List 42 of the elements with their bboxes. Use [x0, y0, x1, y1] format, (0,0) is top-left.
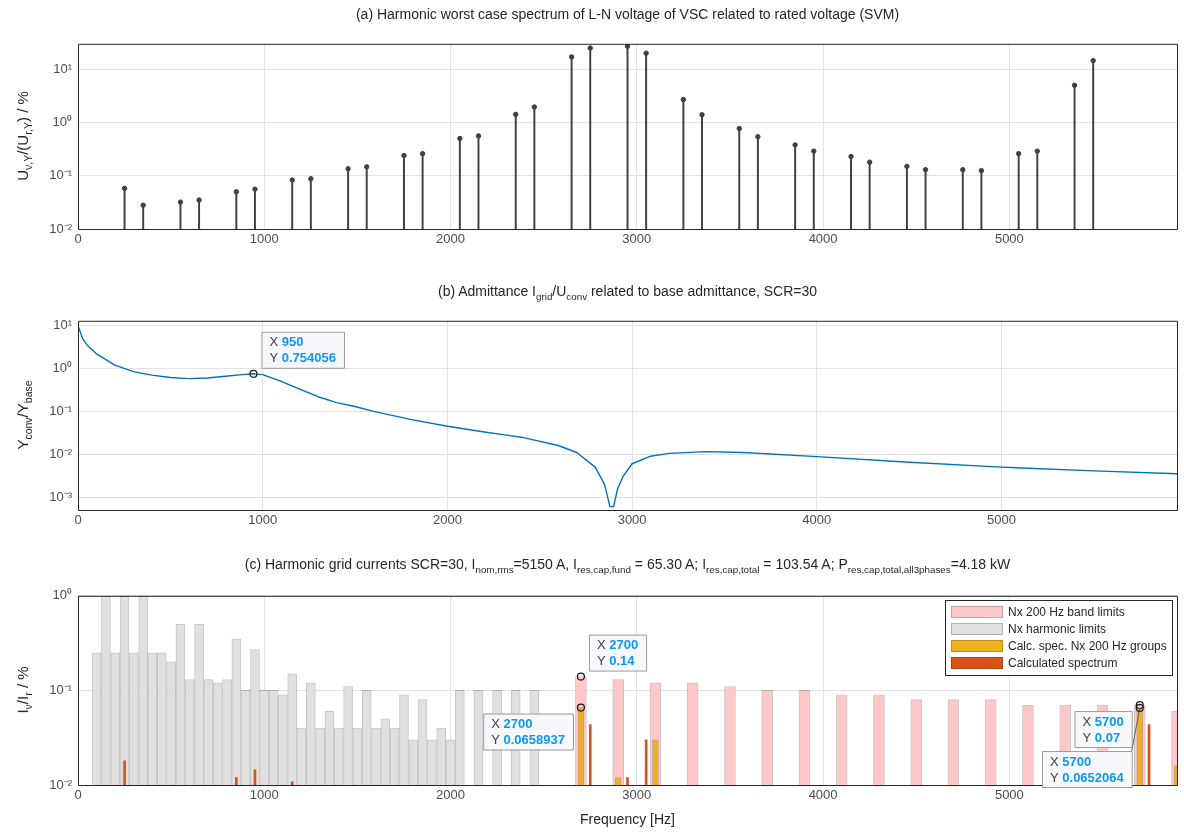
x-tick-label: 0: [74, 512, 82, 528]
y-tick-label: 10⁻²: [49, 220, 73, 236]
x-tick-label: 4000: [808, 231, 838, 247]
annotation: X 2700 Y 0.0658937: [491, 716, 565, 748]
y-tick-label: 10¹: [53, 317, 73, 333]
x-tick-label: 4000: [802, 512, 832, 528]
x-tick-label: 0: [74, 231, 82, 247]
y-tick-label: 10⁻¹: [49, 167, 73, 183]
x-tick-label: 1000: [249, 231, 279, 247]
x-tick-label: 3000: [617, 512, 647, 528]
y-tick-label: 10⁰: [52, 114, 72, 130]
annotation: X 5700 Y 0.0652064: [1050, 753, 1125, 785]
annotation: X 2700 Y 0.14: [596, 637, 639, 669]
chart-title: (c) Harmonic grid currents SCR=30, I$_{nom,rms}$=5150 A, I$_{res,cap,fund}$ = 65.30 A; I$_{res,cap,total}$ = 103.54 A; P$_{res,cap,total,all3phases}$=4.18 kW: [244, 556, 1011, 575]
chart-title: (b) Admittance I$_{grid}$/U$_{conv}$ related to base admittance, SCR=30: [436, 283, 819, 302]
x-tick-label: 2000: [436, 787, 465, 803]
x-tick-label: 1000: [249, 787, 279, 803]
x-tick-label: 5000: [987, 512, 1016, 528]
x-tick-label: 1000: [248, 512, 278, 528]
x-axis-title: Frequency [Hz]: [579, 811, 676, 827]
y-tick-label: 10⁰: [52, 360, 72, 376]
y-tick-label: 10¹: [53, 60, 73, 76]
legend-label: Nx harmonic limits: [1008, 622, 1107, 637]
x-tick-label: 3000: [622, 231, 652, 247]
chart-title: (a) Harmonic worst case spectrum of L-N voltage of VSC related to rated voltage (SVM): [354, 6, 901, 22]
x-tick-label: 3000: [622, 787, 652, 803]
y-tick-label: 10⁻¹: [49, 681, 73, 697]
y-tick-label: 10⁻²: [49, 445, 73, 461]
x-tick-label: 0: [74, 787, 82, 803]
legend-label: Calc. spec. Nx 200 Hz groups: [1008, 639, 1167, 654]
x-tick-label: 5000: [994, 231, 1024, 247]
y-tick-label: 10⁻¹: [49, 402, 73, 418]
y-tick-label: 10⁻²: [49, 776, 73, 792]
y-tick-label: 10⁰: [52, 587, 72, 603]
x-tick-label: 4000: [808, 787, 838, 803]
x-tick-label: 5000: [994, 787, 1024, 803]
legend-label: Calculated spectrum: [1008, 656, 1118, 671]
annotation: X 950 Y 0.754056: [269, 334, 336, 366]
x-tick-label: 2000: [432, 512, 462, 528]
y-tick-label: 10⁻³: [49, 488, 73, 504]
legend-label: Nx 200 Hz band limits: [1008, 605, 1125, 620]
x-tick-label: 2000: [436, 231, 465, 247]
